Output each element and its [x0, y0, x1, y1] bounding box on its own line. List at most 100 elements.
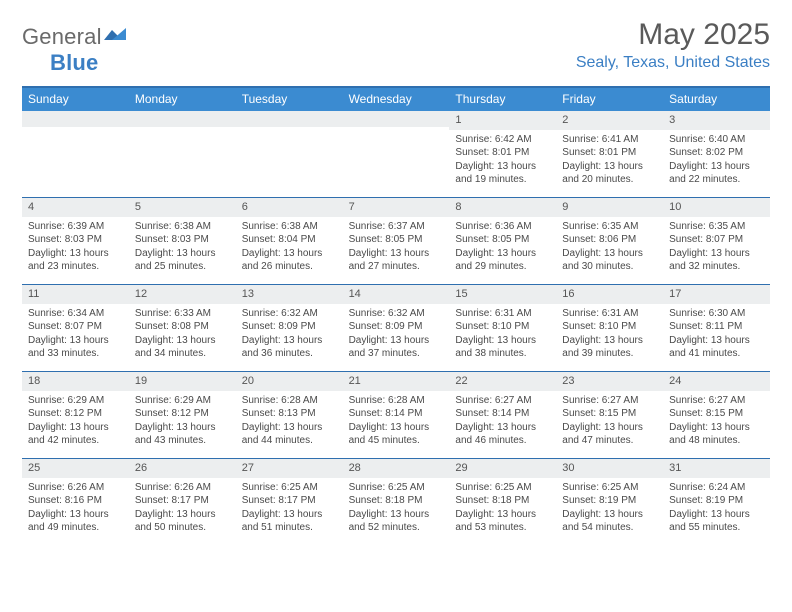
sunset-line: Sunset: 8:01 PM	[562, 146, 657, 160]
sunrise-line: Sunrise: 6:31 AM	[455, 307, 550, 321]
day-number: 24	[663, 372, 770, 391]
daylight-line: and 19 minutes.	[455, 173, 550, 187]
sunset-line: Sunset: 8:18 PM	[349, 494, 444, 508]
daylight-line: Daylight: 13 hours	[135, 247, 230, 261]
daylight-line: Daylight: 13 hours	[455, 334, 550, 348]
day-details: Sunrise: 6:38 AMSunset: 8:03 PMDaylight:…	[129, 217, 236, 278]
daylight-line: and 26 minutes.	[242, 260, 337, 274]
day-details: Sunrise: 6:34 AMSunset: 8:07 PMDaylight:…	[22, 304, 129, 365]
day-cell: 14Sunrise: 6:32 AMSunset: 8:09 PMDayligh…	[343, 285, 450, 371]
daylight-line: and 37 minutes.	[349, 347, 444, 361]
daylight-line: and 20 minutes.	[562, 173, 657, 187]
sunrise-line: Sunrise: 6:25 AM	[562, 481, 657, 495]
daylight-line: Daylight: 13 hours	[562, 508, 657, 522]
daylight-line: Daylight: 13 hours	[28, 247, 123, 261]
sunset-line: Sunset: 8:14 PM	[455, 407, 550, 421]
header: General Blue May 2025 Sealy, Texas, Unit…	[22, 18, 770, 76]
day-number: 6	[236, 198, 343, 217]
day-details: Sunrise: 6:36 AMSunset: 8:05 PMDaylight:…	[449, 217, 556, 278]
weekday-header: Saturday	[663, 88, 770, 111]
daylight-line: and 53 minutes.	[455, 521, 550, 535]
calendar-grid: Sunday Monday Tuesday Wednesday Thursday…	[22, 86, 770, 545]
day-details	[129, 127, 236, 134]
day-number: 1	[449, 111, 556, 130]
sunset-line: Sunset: 8:06 PM	[562, 233, 657, 247]
sunrise-line: Sunrise: 6:29 AM	[28, 394, 123, 408]
day-details: Sunrise: 6:25 AMSunset: 8:18 PMDaylight:…	[449, 478, 556, 539]
day-number: 4	[22, 198, 129, 217]
sunrise-line: Sunrise: 6:24 AM	[669, 481, 764, 495]
day-details: Sunrise: 6:42 AMSunset: 8:01 PMDaylight:…	[449, 130, 556, 191]
sunrise-line: Sunrise: 6:38 AM	[135, 220, 230, 234]
daylight-line: and 23 minutes.	[28, 260, 123, 274]
day-number	[343, 111, 450, 127]
daylight-line: Daylight: 13 hours	[562, 160, 657, 174]
day-details: Sunrise: 6:27 AMSunset: 8:15 PMDaylight:…	[663, 391, 770, 452]
sunset-line: Sunset: 8:11 PM	[669, 320, 764, 334]
sunrise-line: Sunrise: 6:28 AM	[242, 394, 337, 408]
day-cell: 12Sunrise: 6:33 AMSunset: 8:08 PMDayligh…	[129, 285, 236, 371]
daylight-line: and 27 minutes.	[349, 260, 444, 274]
sunrise-line: Sunrise: 6:25 AM	[349, 481, 444, 495]
sunset-line: Sunset: 8:15 PM	[669, 407, 764, 421]
day-number: 16	[556, 285, 663, 304]
sunrise-line: Sunrise: 6:27 AM	[455, 394, 550, 408]
daylight-line: Daylight: 13 hours	[242, 421, 337, 435]
empty-cell	[129, 111, 236, 197]
day-cell: 16Sunrise: 6:31 AMSunset: 8:10 PMDayligh…	[556, 285, 663, 371]
sunrise-line: Sunrise: 6:32 AM	[242, 307, 337, 321]
sunset-line: Sunset: 8:10 PM	[562, 320, 657, 334]
day-details: Sunrise: 6:41 AMSunset: 8:01 PMDaylight:…	[556, 130, 663, 191]
daylight-line: and 25 minutes.	[135, 260, 230, 274]
weekday-header: Tuesday	[236, 88, 343, 111]
day-number: 11	[22, 285, 129, 304]
day-details: Sunrise: 6:29 AMSunset: 8:12 PMDaylight:…	[129, 391, 236, 452]
daylight-line: and 47 minutes.	[562, 434, 657, 448]
day-details: Sunrise: 6:35 AMSunset: 8:06 PMDaylight:…	[556, 217, 663, 278]
sunrise-line: Sunrise: 6:38 AM	[242, 220, 337, 234]
daylight-line: and 42 minutes.	[28, 434, 123, 448]
day-details: Sunrise: 6:25 AMSunset: 8:19 PMDaylight:…	[556, 478, 663, 539]
day-cell: 27Sunrise: 6:25 AMSunset: 8:17 PMDayligh…	[236, 459, 343, 545]
sunset-line: Sunset: 8:08 PM	[135, 320, 230, 334]
calendar-page: General Blue May 2025 Sealy, Texas, Unit…	[0, 0, 792, 555]
sunset-line: Sunset: 8:07 PM	[28, 320, 123, 334]
daylight-line: and 33 minutes.	[28, 347, 123, 361]
day-cell: 11Sunrise: 6:34 AMSunset: 8:07 PMDayligh…	[22, 285, 129, 371]
day-number: 9	[556, 198, 663, 217]
day-number: 17	[663, 285, 770, 304]
weeks-container: 1Sunrise: 6:42 AMSunset: 8:01 PMDaylight…	[22, 111, 770, 545]
day-cell: 24Sunrise: 6:27 AMSunset: 8:15 PMDayligh…	[663, 372, 770, 458]
daylight-line: and 32 minutes.	[669, 260, 764, 274]
daylight-line: Daylight: 13 hours	[349, 247, 444, 261]
sunset-line: Sunset: 8:15 PM	[562, 407, 657, 421]
daylight-line: Daylight: 13 hours	[349, 334, 444, 348]
daylight-line: and 36 minutes.	[242, 347, 337, 361]
day-details: Sunrise: 6:25 AMSunset: 8:17 PMDaylight:…	[236, 478, 343, 539]
day-number: 25	[22, 459, 129, 478]
week-row: 25Sunrise: 6:26 AMSunset: 8:16 PMDayligh…	[22, 458, 770, 545]
sunrise-line: Sunrise: 6:27 AM	[562, 394, 657, 408]
sunset-line: Sunset: 8:17 PM	[135, 494, 230, 508]
weekday-header: Friday	[556, 88, 663, 111]
day-cell: 13Sunrise: 6:32 AMSunset: 8:09 PMDayligh…	[236, 285, 343, 371]
day-cell: 6Sunrise: 6:38 AMSunset: 8:04 PMDaylight…	[236, 198, 343, 284]
daylight-line: and 52 minutes.	[349, 521, 444, 535]
day-number: 23	[556, 372, 663, 391]
sunrise-line: Sunrise: 6:28 AM	[349, 394, 444, 408]
daylight-line: and 39 minutes.	[562, 347, 657, 361]
sunset-line: Sunset: 8:14 PM	[349, 407, 444, 421]
day-number: 12	[129, 285, 236, 304]
day-cell: 7Sunrise: 6:37 AMSunset: 8:05 PMDaylight…	[343, 198, 450, 284]
daylight-line: Daylight: 13 hours	[28, 421, 123, 435]
sunrise-line: Sunrise: 6:39 AM	[28, 220, 123, 234]
sunset-line: Sunset: 8:01 PM	[455, 146, 550, 160]
day-number: 26	[129, 459, 236, 478]
day-cell: 19Sunrise: 6:29 AMSunset: 8:12 PMDayligh…	[129, 372, 236, 458]
sunrise-line: Sunrise: 6:41 AM	[562, 133, 657, 147]
sunrise-line: Sunrise: 6:37 AM	[349, 220, 444, 234]
day-cell: 8Sunrise: 6:36 AMSunset: 8:05 PMDaylight…	[449, 198, 556, 284]
empty-cell	[236, 111, 343, 197]
day-details: Sunrise: 6:25 AMSunset: 8:18 PMDaylight:…	[343, 478, 450, 539]
daylight-line: and 54 minutes.	[562, 521, 657, 535]
